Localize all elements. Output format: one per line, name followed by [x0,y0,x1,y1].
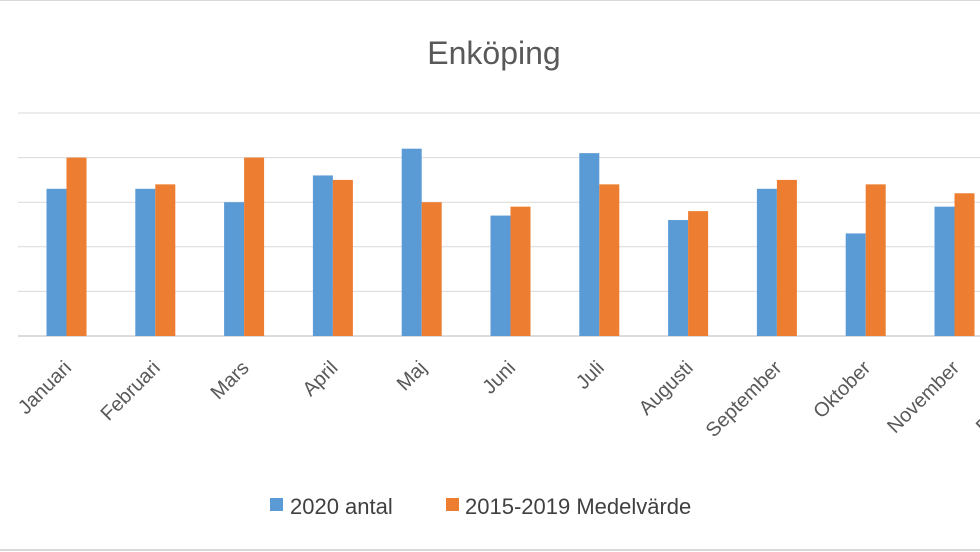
bar-medel-augusti [688,211,708,336]
x-tick-labels: Januari Februari Mars April Maj Juni Juli Augus… [14,357,980,442]
legend-label-2020: 2020 antal [290,494,393,519]
x-tick-label: Juni [479,357,521,399]
bar-2020-februari [135,189,155,336]
x-tick-label: Oktober [809,357,875,423]
bar-medel-januari [67,158,87,336]
x-tick-label: Augusti [635,357,698,420]
legend-swatch-medel [446,498,459,511]
x-tick-label: April [299,357,343,401]
bar-medel-mars [244,158,264,336]
x-tick-label: November [883,357,964,438]
x-tick-label: December [972,357,980,438]
bar-medel-november [955,193,975,336]
bar-medel-juni [511,207,531,336]
bar-2020-oktober [846,233,866,336]
bar-2020-augusti [668,220,688,336]
bar-2020-maj [402,149,422,336]
bar-medel-februari [155,184,175,336]
legend-swatch-2020 [270,498,283,511]
x-tick-label: Juli [572,357,609,394]
x-tick-label: September [702,357,787,442]
bar-medel-april [333,180,353,336]
bar-2020-september [757,189,777,336]
bar-medel-oktober [866,184,886,336]
bar-2020-november [935,207,955,336]
chart-title: Enköping [427,35,560,71]
x-tick-label: Mars [207,357,254,404]
bar-medel-maj [422,202,442,336]
legend: 2020 antal 2015-2019 Medelvärde [270,494,691,519]
legend-label-medel: 2015-2019 Medelvärde [465,494,691,519]
bar-2020-januari [47,189,67,336]
bar-2020-juli [579,153,599,336]
x-tick-label: Februari [97,357,165,425]
bar-medel-september [777,180,797,336]
bar-2020-april [313,175,333,336]
bar-2020-mars [224,202,244,336]
bar-medel-juli [599,184,619,336]
x-tick-label: Maj [393,357,431,395]
bar-2020-juni [491,216,511,336]
x-tick-label: Januari [14,357,76,419]
bars [47,149,980,336]
